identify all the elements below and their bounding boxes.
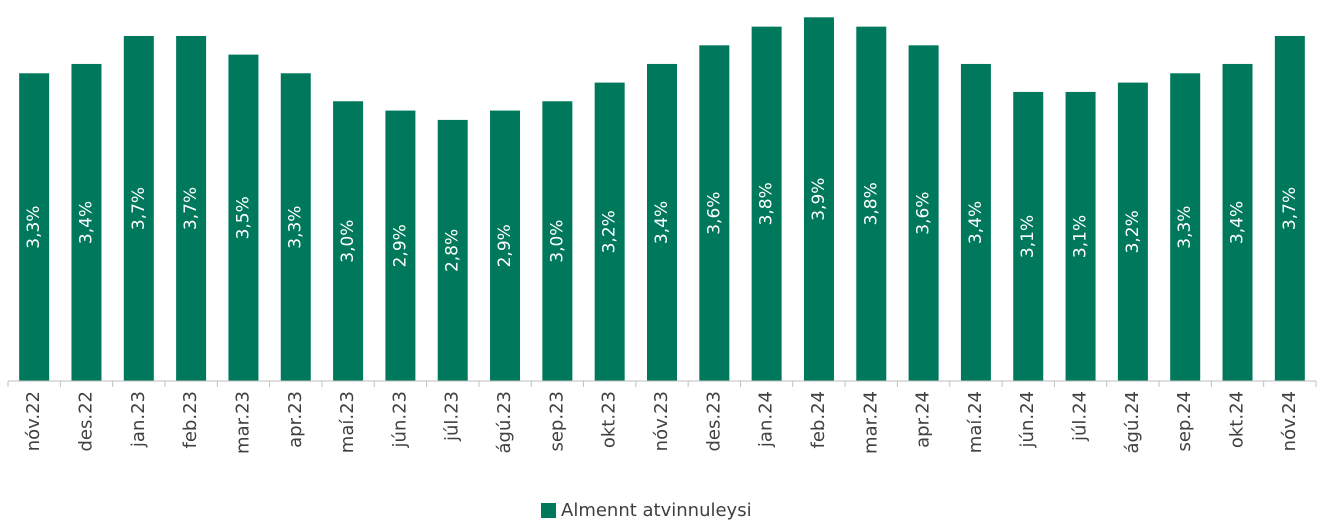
x-tick-label: maí.23: [337, 391, 358, 453]
value-label: 3,2%: [600, 210, 620, 253]
value-label: 3,4%: [966, 201, 986, 244]
bar: [123, 35, 154, 381]
value-label: 3,4%: [76, 201, 96, 244]
bar: [437, 119, 468, 382]
x-tick-label: okt.24: [1227, 391, 1248, 448]
value-label: 2,9%: [495, 224, 515, 267]
bar: [1222, 63, 1253, 381]
x-tick-label: nóv.23: [651, 391, 672, 451]
value-label: 3,0%: [547, 220, 567, 263]
legend-swatch: [541, 503, 556, 518]
value-label: 3,7%: [1280, 187, 1300, 230]
x-tick-label: sep.23: [546, 391, 567, 452]
bar: [71, 63, 102, 381]
bar: [542, 101, 573, 381]
legend-label: Almennt atvinnuleysi: [561, 500, 752, 521]
bar: [1274, 35, 1305, 381]
bar: [1170, 73, 1201, 382]
x-tick-label: mar.24: [860, 391, 881, 454]
x-tick-label: mar.23: [232, 391, 253, 454]
x-tick-label: jún.24: [1017, 391, 1038, 448]
value-label: 3,6%: [704, 192, 724, 235]
value-label: 3,3%: [1175, 206, 1195, 249]
bar: [1065, 91, 1096, 382]
x-tick-label: apr.24: [913, 391, 934, 448]
x-tick-label: apr.23: [285, 391, 306, 448]
bar: [751, 26, 782, 382]
bar: [594, 82, 625, 381]
x-tick-label: feb.24: [808, 391, 829, 448]
value-label: 3,6%: [914, 192, 934, 235]
x-tick-label: ágú.24: [1122, 391, 1143, 454]
x-tick-label: jan.23: [128, 391, 149, 448]
x-tick-label: okt.23: [599, 391, 620, 448]
bar: [333, 101, 364, 381]
bar: [19, 73, 50, 382]
value-label: 3,8%: [757, 182, 777, 225]
value-label: 2,8%: [443, 229, 463, 272]
x-tick-label: júl.24: [1070, 391, 1091, 442]
value-label: 3,5%: [233, 196, 253, 239]
value-label: 3,4%: [652, 201, 672, 244]
bar: [176, 35, 207, 381]
value-label: 3,1%: [1071, 215, 1091, 258]
bar: [228, 54, 259, 381]
value-label: 3,3%: [286, 206, 306, 249]
value-label: 3,9%: [809, 178, 829, 221]
x-tick-label: nóv.24: [1279, 391, 1300, 451]
bar: [908, 45, 939, 382]
x-tick-label: sep.24: [1174, 391, 1195, 452]
bar: [699, 45, 730, 382]
value-label: 3,7%: [129, 187, 149, 230]
value-label: 3,2%: [1123, 210, 1143, 253]
bar: [385, 110, 416, 381]
value-label: 2,9%: [390, 224, 410, 267]
bar: [1013, 91, 1044, 382]
x-tick-label: jún.23: [389, 391, 410, 448]
x-tick-label: júl.23: [442, 391, 463, 442]
x-tick-label: nóv.22: [23, 391, 44, 451]
x-tick-label: des.23: [703, 391, 724, 452]
x-tick-label: ágú.23: [494, 391, 515, 454]
x-tick-label: feb.23: [180, 391, 201, 448]
bar: [803, 17, 834, 381]
bar: [280, 73, 311, 382]
bar: [856, 26, 887, 382]
value-label: 3,7%: [181, 187, 201, 230]
value-label: 3,8%: [861, 182, 881, 225]
value-label: 3,4%: [1228, 201, 1248, 244]
bar: [1117, 82, 1148, 381]
bar: [960, 63, 991, 381]
bar: [490, 110, 521, 381]
bar: [647, 63, 677, 381]
x-tick-label: des.22: [75, 391, 96, 452]
value-label: 3,1%: [1018, 215, 1038, 258]
value-label: 3,0%: [338, 220, 358, 263]
x-tick-label: maí.24: [965, 391, 986, 453]
value-label: 3,3%: [24, 206, 44, 249]
x-tick-label: jan.24: [756, 391, 777, 448]
